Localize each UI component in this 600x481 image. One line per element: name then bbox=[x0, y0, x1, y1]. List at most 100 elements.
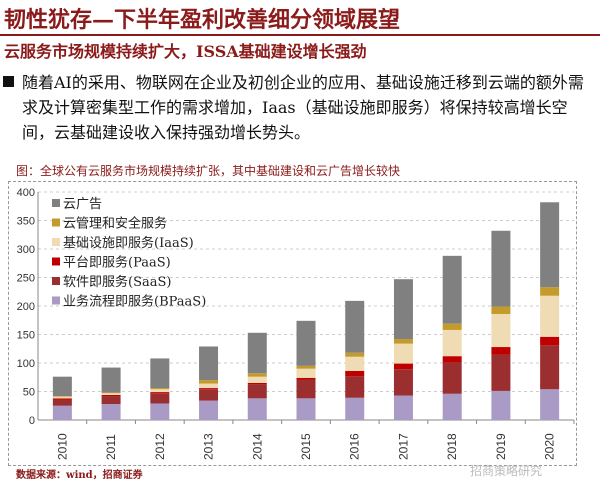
x-tick-label: 2010 bbox=[55, 433, 69, 460]
bar-segment-2015-5 bbox=[296, 320, 316, 366]
bar-segment-2013-1 bbox=[199, 389, 219, 401]
bar-segment-2010-3 bbox=[52, 396, 72, 399]
bar-segment-2020-0 bbox=[540, 389, 560, 420]
data-source: 数据来源：wind，招商证券 bbox=[16, 470, 143, 481]
legend-swatch bbox=[52, 296, 60, 305]
legend-swatch bbox=[52, 257, 60, 266]
bar-segment-2019-5 bbox=[491, 230, 511, 307]
bar-segment-2011-2 bbox=[101, 394, 121, 397]
bar-segment-2020-3 bbox=[540, 295, 560, 337]
bar-segment-2012-1 bbox=[150, 393, 170, 404]
legend-label: 云广告 bbox=[63, 197, 102, 212]
bar-segment-2015-1 bbox=[296, 379, 316, 399]
x-tick-label: 2018 bbox=[445, 433, 459, 460]
bar-segment-2016-2 bbox=[345, 370, 365, 377]
x-tick-label: 2016 bbox=[348, 433, 362, 460]
legend-swatch bbox=[52, 277, 60, 285]
bar-segment-2014-0 bbox=[247, 398, 267, 420]
bar-segment-2014-2 bbox=[247, 382, 267, 385]
bar-segment-2017-3 bbox=[393, 343, 413, 364]
bar-segment-2010-4 bbox=[52, 396, 72, 397]
legend-label: 软件即服务(SaaS) bbox=[63, 274, 171, 290]
bar-segment-2016-0 bbox=[345, 397, 365, 420]
bar-segment-2019-0 bbox=[491, 390, 511, 420]
bar-segment-2019-3 bbox=[491, 313, 511, 348]
legend-swatch bbox=[52, 199, 60, 207]
bar-segment-2014-3 bbox=[247, 376, 267, 383]
bar-segment-2017-1 bbox=[393, 369, 413, 396]
bar-segment-2020-1 bbox=[540, 345, 560, 390]
legend-label: 业务流程即服务(BPaaS) bbox=[63, 294, 206, 310]
bar-segment-2015-2 bbox=[296, 377, 316, 380]
bar-segment-2019-1 bbox=[491, 354, 511, 391]
bar-segment-2011-4 bbox=[101, 392, 121, 394]
x-tick-label: 2012 bbox=[153, 433, 167, 460]
x-tick-label: 2014 bbox=[250, 433, 264, 460]
y-tick-label: 350 bbox=[17, 216, 35, 228]
legend-swatch bbox=[52, 238, 60, 246]
bar-segment-2018-4 bbox=[442, 323, 462, 330]
bar-segment-2018-1 bbox=[442, 362, 462, 394]
bar-segment-2010-2 bbox=[52, 398, 72, 400]
bar-segment-2014-5 bbox=[247, 332, 267, 374]
bar-segment-2016-3 bbox=[345, 356, 365, 371]
bar-segment-2011-1 bbox=[101, 396, 121, 405]
bar-segment-2017-5 bbox=[393, 279, 413, 340]
y-tick-label: 0 bbox=[29, 415, 35, 427]
bar-segment-2016-4 bbox=[345, 352, 365, 357]
watermark: 招商策略研究 bbox=[470, 464, 543, 478]
x-tick-label: 2019 bbox=[494, 433, 508, 460]
bar-segment-2013-3 bbox=[199, 383, 219, 389]
legend-label: 基础设施即服务(IaaS) bbox=[63, 235, 194, 251]
bar-segment-2017-2 bbox=[393, 363, 413, 370]
bar-segment-2011-0 bbox=[101, 404, 121, 420]
bar-segment-2013-0 bbox=[199, 400, 219, 420]
bar-segment-2012-4 bbox=[150, 388, 170, 390]
bar-segment-2017-0 bbox=[393, 395, 413, 420]
bar-segment-2013-2 bbox=[199, 388, 219, 390]
x-tick-label: 2011 bbox=[104, 434, 118, 460]
y-tick-label: 150 bbox=[17, 330, 35, 342]
bar-segment-2014-1 bbox=[247, 384, 267, 399]
y-tick-label: 100 bbox=[17, 358, 35, 370]
bar-segment-2017-4 bbox=[393, 339, 413, 344]
x-tick-label: 2020 bbox=[543, 433, 557, 460]
y-tick-label: 50 bbox=[23, 387, 35, 399]
bar-segment-2019-2 bbox=[491, 347, 511, 355]
y-tick-label: 250 bbox=[17, 273, 35, 285]
chart-frame bbox=[8, 181, 577, 466]
bar-segment-2013-5 bbox=[199, 346, 219, 381]
bar-segment-2020-2 bbox=[540, 336, 560, 346]
figure-caption: 图：全球公有云服务市场规模持续扩张，其中基础建设和云广告增长较快 bbox=[16, 164, 401, 178]
bar-segment-2011-3 bbox=[101, 393, 121, 395]
legend-label: 云管理和安全服务 bbox=[63, 216, 167, 232]
bar-segment-2018-0 bbox=[442, 393, 462, 420]
bar-segment-2018-3 bbox=[442, 329, 462, 357]
bar-segment-2010-5 bbox=[52, 376, 72, 397]
bar-segment-2018-5 bbox=[442, 255, 462, 324]
body-paragraph: 随着AI的采用、物联网在企业及初创企业的应用、基础设施迁移到云端的额外需求及计算… bbox=[22, 73, 584, 142]
page-title: 韧性犹存—下半年盈利改善细分领域展望 bbox=[4, 7, 401, 33]
page-subtitle: 云服务市场规模持续扩大，ISSA基础建设增长强劲 bbox=[4, 42, 367, 61]
title-divider bbox=[0, 34, 600, 36]
bar-segment-2012-2 bbox=[150, 392, 170, 394]
bar-segment-2012-5 bbox=[150, 358, 170, 389]
bar-segment-2020-4 bbox=[540, 287, 560, 296]
bar-segment-2018-2 bbox=[442, 356, 462, 363]
bar-segment-2016-1 bbox=[345, 376, 365, 398]
bar-segment-2015-0 bbox=[296, 398, 316, 420]
bar-segment-2010-0 bbox=[52, 405, 72, 420]
bar-segment-2013-4 bbox=[199, 380, 219, 384]
bar-segment-2016-5 bbox=[345, 300, 365, 353]
bullet-icon bbox=[3, 76, 14, 87]
bar-segment-2010-1 bbox=[52, 399, 72, 406]
x-tick-label: 2015 bbox=[299, 433, 313, 460]
bar-segment-2019-4 bbox=[491, 306, 511, 314]
bar-segment-2014-4 bbox=[247, 373, 267, 377]
y-tick-label: 300 bbox=[17, 244, 35, 256]
legend-label: 平台即服务(PaaS) bbox=[63, 255, 171, 271]
y-tick-label: 400 bbox=[17, 187, 35, 199]
bar-segment-2015-3 bbox=[296, 368, 316, 378]
bar-segment-2012-3 bbox=[150, 389, 170, 393]
bar-segment-2012-0 bbox=[150, 403, 170, 420]
